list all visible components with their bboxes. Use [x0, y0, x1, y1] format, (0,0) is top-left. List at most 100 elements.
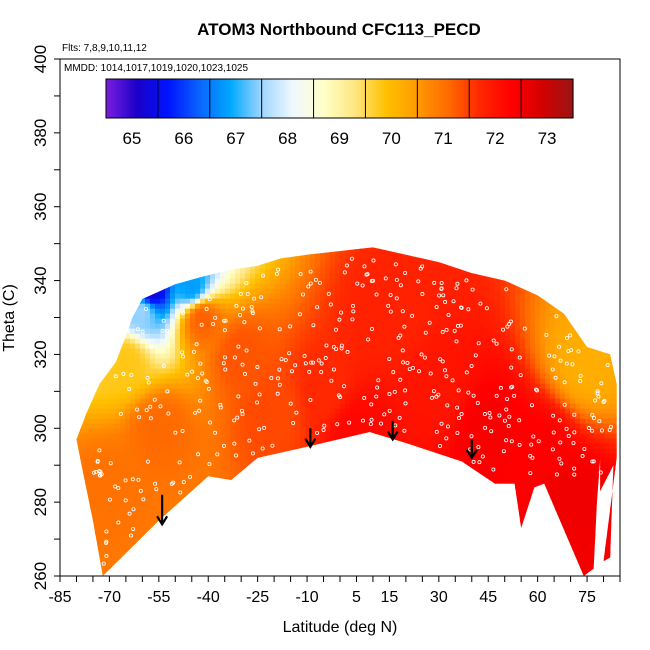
field-cell: [415, 418, 421, 425]
field-cell: [115, 548, 121, 555]
field-cell: [285, 403, 291, 410]
field-cell: [385, 368, 391, 375]
field-cell: [290, 388, 296, 395]
field-cell: [155, 563, 161, 570]
field-cell: [165, 498, 171, 505]
field-cell: [210, 428, 216, 435]
field-cell: [65, 494, 71, 500]
field-cell: [170, 373, 176, 380]
field-cell: [230, 478, 236, 485]
field-cell: [135, 523, 141, 530]
field-cell: [265, 563, 271, 570]
field-cell: [175, 448, 181, 455]
field-cell: [215, 393, 221, 400]
field-cell: [205, 453, 211, 460]
field-cell: [110, 558, 116, 565]
field-cell: [220, 247, 226, 250]
field-cell: [240, 288, 246, 295]
field-cell: [350, 493, 356, 500]
field-cell: [335, 458, 341, 465]
field-cell: [220, 328, 226, 335]
field-cell: [215, 363, 221, 370]
field-cell: [415, 383, 421, 390]
field-cell: [250, 328, 256, 335]
field-cell: [380, 408, 386, 415]
field-cell: [230, 483, 236, 490]
field-cell: [335, 288, 341, 295]
field-cell: [120, 368, 126, 375]
field-cell: [275, 328, 281, 335]
field-cell: [180, 488, 186, 495]
field-cell: [340, 533, 346, 540]
field-cell: [260, 253, 266, 260]
field-cell: [340, 288, 346, 295]
field-cell: [240, 348, 246, 355]
field-cell: [170, 468, 176, 475]
field-cell: [60, 264, 66, 270]
field-cell: [425, 323, 431, 330]
field-cell: [80, 388, 86, 395]
field-cell: [175, 558, 181, 565]
field-cell: [295, 568, 301, 575]
field-cell: [265, 318, 271, 325]
field-cell: [385, 533, 391, 540]
field-cell: [160, 313, 166, 320]
field-cell: [375, 563, 381, 570]
field-cell: [190, 293, 196, 300]
field-cell: [310, 513, 316, 520]
field-cell: [265, 533, 271, 540]
field-cell: [120, 558, 126, 565]
field-cell: [275, 533, 281, 540]
field-cell: [135, 563, 141, 570]
field-cell: [315, 423, 321, 430]
field-cell: [215, 248, 221, 255]
field-cell: [210, 533, 216, 540]
field-cell: [145, 263, 151, 270]
field-cell: [240, 453, 246, 460]
field-cell: [135, 558, 141, 565]
field-cell: [190, 548, 196, 555]
field-cell: [415, 483, 421, 490]
field-cell: [315, 338, 321, 345]
field-cell: [235, 248, 241, 255]
field-cell: [310, 393, 316, 400]
field-cell: [425, 378, 431, 385]
field-cell: [150, 313, 156, 320]
field-cell: [120, 478, 126, 485]
field-cell: [375, 348, 381, 355]
field-cell: [160, 247, 166, 250]
field-cell: [120, 548, 126, 555]
field-cell: [350, 428, 356, 435]
field-cell: [90, 448, 96, 455]
field-cell: [315, 333, 321, 340]
field-cell: [225, 263, 231, 270]
field-cell: [345, 403, 351, 410]
field-cell: [95, 283, 101, 290]
field-cell: [185, 388, 191, 395]
field-cell: [235, 483, 241, 490]
field-cell: [315, 448, 321, 455]
field-cell: [240, 343, 246, 350]
field-cell: [200, 553, 206, 560]
field-cell: [325, 538, 331, 545]
field-cell: [70, 559, 76, 565]
field-cell: [340, 333, 346, 340]
field-cell: [300, 283, 306, 290]
field-cell: [230, 523, 236, 530]
field-cell: [220, 398, 226, 405]
field-cell: [185, 443, 191, 450]
field-cell: [160, 533, 166, 540]
field-cell: [415, 448, 421, 455]
field-cell: [115, 283, 121, 290]
field-cell: [350, 318, 356, 325]
field-cell: [300, 278, 306, 285]
field-cell: [395, 353, 401, 360]
field-cell: [360, 303, 366, 310]
field-cell: [155, 518, 161, 525]
field-cell: [425, 363, 431, 370]
field-cell: [335, 283, 341, 290]
field-cell: [105, 353, 111, 360]
field-cell: [420, 388, 426, 395]
field-cell: [345, 543, 351, 550]
field-cell: [220, 378, 226, 385]
